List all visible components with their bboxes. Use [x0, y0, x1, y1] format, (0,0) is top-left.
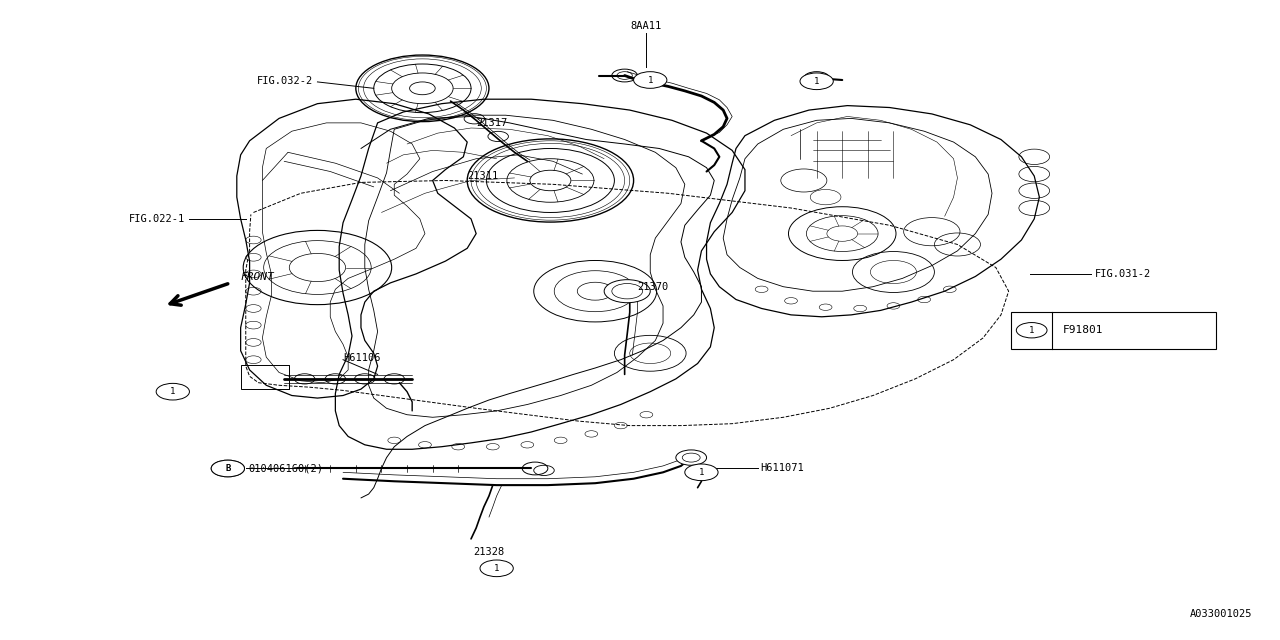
Bar: [1011, 312, 1216, 349]
Text: 8AA11: 8AA11: [631, 20, 662, 31]
Text: 1: 1: [494, 564, 499, 573]
Text: FIG.031-2: FIG.031-2: [1094, 269, 1151, 279]
Text: H61106: H61106: [343, 353, 380, 364]
Circle shape: [211, 460, 244, 477]
Text: 1: 1: [814, 77, 819, 86]
Text: F91801: F91801: [1062, 325, 1103, 335]
Circle shape: [156, 383, 189, 400]
Circle shape: [480, 560, 513, 577]
Text: A033001025: A033001025: [1189, 609, 1252, 620]
Circle shape: [604, 280, 650, 303]
Text: FRONT: FRONT: [241, 271, 274, 282]
Text: 1: 1: [699, 468, 704, 477]
Text: FIG.032-2: FIG.032-2: [257, 76, 314, 86]
Text: 1: 1: [170, 387, 175, 396]
Text: 21328: 21328: [474, 547, 504, 557]
Circle shape: [800, 73, 833, 90]
Text: B: B: [225, 464, 230, 473]
Text: 21370: 21370: [637, 282, 668, 292]
Text: 21317: 21317: [476, 118, 507, 128]
Text: 1: 1: [1029, 326, 1034, 335]
Circle shape: [634, 72, 667, 88]
Text: FIG.022-1: FIG.022-1: [129, 214, 186, 224]
Circle shape: [685, 464, 718, 481]
Circle shape: [211, 460, 244, 477]
Circle shape: [1016, 323, 1047, 338]
Text: 1: 1: [648, 76, 653, 84]
Circle shape: [676, 450, 707, 465]
Text: 21311: 21311: [467, 171, 498, 181]
Text: H611071: H611071: [760, 463, 804, 474]
Text: 010406160(2): 010406160(2): [248, 463, 324, 474]
Bar: [241, 365, 289, 389]
Text: B: B: [225, 464, 230, 473]
